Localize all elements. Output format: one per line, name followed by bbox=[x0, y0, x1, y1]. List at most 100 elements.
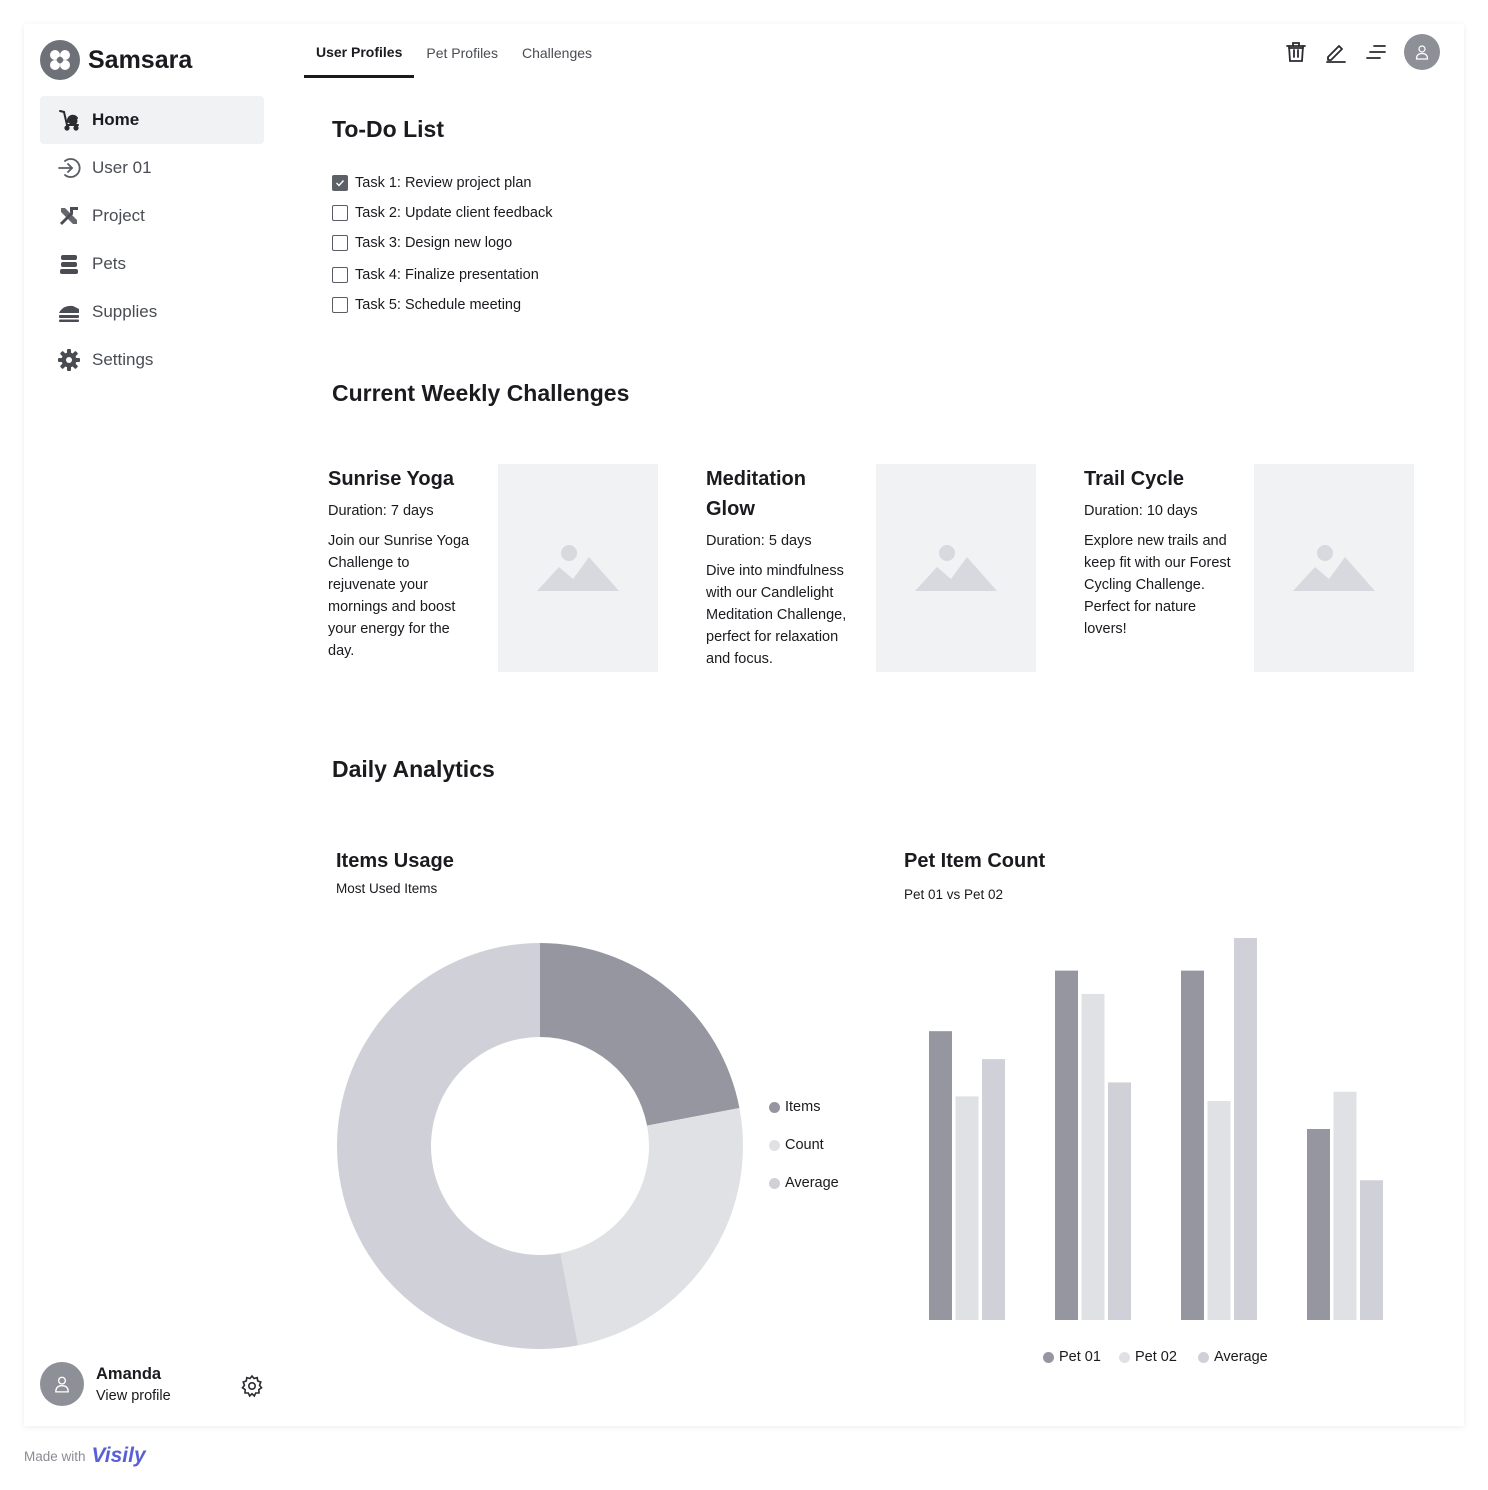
sidebar-item-project[interactable]: Project bbox=[40, 192, 264, 240]
bar-pet-02-2 bbox=[1081, 993, 1105, 1320]
todo-label: Task 1: Review project plan bbox=[355, 175, 532, 191]
sidebar-item-label: Project bbox=[92, 206, 145, 225]
image-placeholder-icon bbox=[1254, 464, 1414, 672]
app-name: Samsara bbox=[88, 45, 193, 74]
legend-swatch bbox=[769, 1177, 780, 1189]
footer: Made with Visily bbox=[24, 1444, 146, 1468]
checkbox[interactable] bbox=[332, 235, 348, 251]
tab-challenges[interactable]: Challenges bbox=[521, 45, 593, 61]
brand[interactable]: Samsara bbox=[40, 40, 192, 80]
sidebar: Home User 01 Project Pets Supplies Setti… bbox=[40, 96, 264, 384]
image-placeholder-icon bbox=[498, 464, 658, 672]
challenge-description: Explore new trails and keep fit with our… bbox=[1084, 533, 1231, 637]
sidebar-item-supplies[interactable]: Supplies bbox=[40, 288, 264, 336]
legend-swatch bbox=[1043, 1351, 1054, 1363]
supplies-icon bbox=[56, 299, 82, 325]
gear-icon bbox=[56, 347, 82, 373]
legend-item: Pet 01 bbox=[1043, 1349, 1101, 1365]
tools-icon bbox=[56, 203, 82, 229]
tab-pet-profiles[interactable]: Pet Profiles bbox=[426, 45, 498, 61]
checkbox[interactable] bbox=[332, 205, 348, 221]
legend-item: Count bbox=[769, 1137, 824, 1153]
sidebar-item-label: Supplies bbox=[92, 302, 158, 321]
challenge-title: Trail Cycle bbox=[1084, 468, 1185, 490]
todo-item[interactable]: Task 3: Design new logo bbox=[332, 228, 552, 258]
legend-swatch bbox=[1119, 1351, 1130, 1363]
challenge-card[interactable]: Sunrise Yoga Duration: 7 days Join our S… bbox=[328, 464, 658, 672]
sidebar-item-user-01[interactable]: User 01 bbox=[40, 144, 264, 192]
chart-subtitle: Most Used Items bbox=[336, 881, 438, 896]
legend-swatch bbox=[1198, 1351, 1209, 1363]
user-profile[interactable]: Amanda View profile bbox=[40, 1362, 171, 1406]
sidebar-item-label: Settings bbox=[92, 350, 154, 369]
legend-item: Average bbox=[1198, 1349, 1268, 1365]
chart-subtitle: Pet 01 vs Pet 02 bbox=[904, 887, 1004, 902]
todo-item[interactable]: Task 5: Schedule meeting bbox=[332, 290, 552, 320]
top-tabs: User Profiles Pet Profiles Challenges bbox=[304, 28, 604, 78]
sidebar-item-label: User 01 bbox=[92, 158, 152, 177]
donut-slice-count bbox=[560, 1107, 743, 1346]
challenge-duration: Duration: 7 days bbox=[328, 503, 434, 519]
todo-list: Task 1: Review project plan Task 2: Upda… bbox=[332, 168, 552, 320]
todo-label: Task 2: Update client feedback bbox=[355, 205, 553, 221]
legend-label: Pet 01 bbox=[1059, 1349, 1101, 1365]
legend-label: Average bbox=[785, 1175, 839, 1191]
bar-pet-01-3 bbox=[1181, 970, 1204, 1320]
challenge-title: Sunrise Yoga bbox=[328, 468, 454, 490]
top-actions bbox=[1276, 34, 1440, 70]
todo-item[interactable]: Task 2: Update client feedback bbox=[332, 198, 552, 228]
challenge-description: Join our Sunrise Yoga Challenge to rejuv… bbox=[328, 533, 470, 659]
sidebar-item-home[interactable]: Home bbox=[40, 96, 264, 144]
checkbox[interactable] bbox=[332, 267, 348, 283]
legend-label: Pet 02 bbox=[1135, 1349, 1177, 1365]
sign-in-icon bbox=[56, 155, 82, 181]
sidebar-item-label: Pets bbox=[92, 254, 127, 273]
donut-slice-items bbox=[540, 943, 740, 1126]
challenge-duration: Duration: 10 days bbox=[1084, 503, 1198, 519]
todo-title: To-Do List bbox=[332, 116, 444, 142]
profile-name: Amanda bbox=[96, 1364, 162, 1383]
legend-label: Average bbox=[1214, 1349, 1268, 1365]
sidebar-item-label: Home bbox=[92, 110, 140, 129]
visily-logo[interactable]: Visily bbox=[91, 1444, 146, 1467]
image-placeholder-icon bbox=[876, 464, 1036, 672]
challenge-card[interactable]: Trail Cycle Duration: 10 days Explore ne… bbox=[1084, 464, 1414, 672]
profile-settings-gear-icon[interactable] bbox=[240, 1374, 264, 1403]
challenge-duration: Duration: 5 days bbox=[706, 533, 812, 549]
challenge-description: Dive into mindfulness with our Candlelig… bbox=[706, 563, 847, 667]
view-profile-link[interactable]: View profile bbox=[96, 1387, 171, 1404]
made-with-text: Made with bbox=[24, 1448, 86, 1464]
items-usage-donut-chart bbox=[336, 943, 743, 1349]
pet-item-count-bar-chart bbox=[929, 938, 1383, 1320]
bar-pet-01-1 bbox=[929, 1031, 952, 1320]
challenges-title: Current Weekly Challenges bbox=[332, 380, 630, 406]
todo-label: Task 3: Design new logo bbox=[355, 235, 513, 251]
avatar-icon[interactable] bbox=[40, 1362, 84, 1406]
challenge-card[interactable]: Meditation Glow Duration: 5 days Dive in… bbox=[706, 464, 1036, 672]
bar-pet-01-4 bbox=[1307, 1129, 1330, 1320]
checkbox-checked[interactable] bbox=[332, 175, 348, 191]
sidebar-item-settings[interactable]: Settings bbox=[40, 336, 264, 384]
donut-slice-average bbox=[336, 943, 579, 1349]
todo-item[interactable]: Task 4: Finalize presentation bbox=[332, 260, 552, 290]
bar-average-1 bbox=[982, 1059, 1005, 1320]
bar-pet-02-4 bbox=[1333, 1091, 1357, 1320]
stack-icon bbox=[56, 251, 82, 277]
sidebar-item-pets[interactable]: Pets bbox=[40, 240, 264, 288]
todo-item[interactable]: Task 1: Review project plan bbox=[332, 168, 552, 198]
legend-item: Items bbox=[769, 1099, 820, 1115]
pencil-icon[interactable] bbox=[1316, 34, 1356, 70]
bar-pet-02-1 bbox=[955, 1096, 979, 1320]
menu-icon[interactable] bbox=[1356, 34, 1396, 70]
bar-pet-01-2 bbox=[1055, 970, 1078, 1320]
todo-label: Task 4: Finalize presentation bbox=[355, 267, 539, 283]
bar-average-2 bbox=[1108, 1082, 1131, 1320]
legend-swatch bbox=[769, 1101, 780, 1113]
checkbox[interactable] bbox=[332, 297, 348, 313]
legend-swatch bbox=[769, 1139, 780, 1151]
todo-label: Task 5: Schedule meeting bbox=[355, 297, 522, 313]
user-avatar-icon[interactable] bbox=[1404, 34, 1440, 70]
stroller-icon bbox=[56, 107, 82, 133]
tab-user-profiles[interactable]: User Profiles bbox=[304, 28, 415, 78]
trash-icon[interactable] bbox=[1276, 34, 1316, 70]
